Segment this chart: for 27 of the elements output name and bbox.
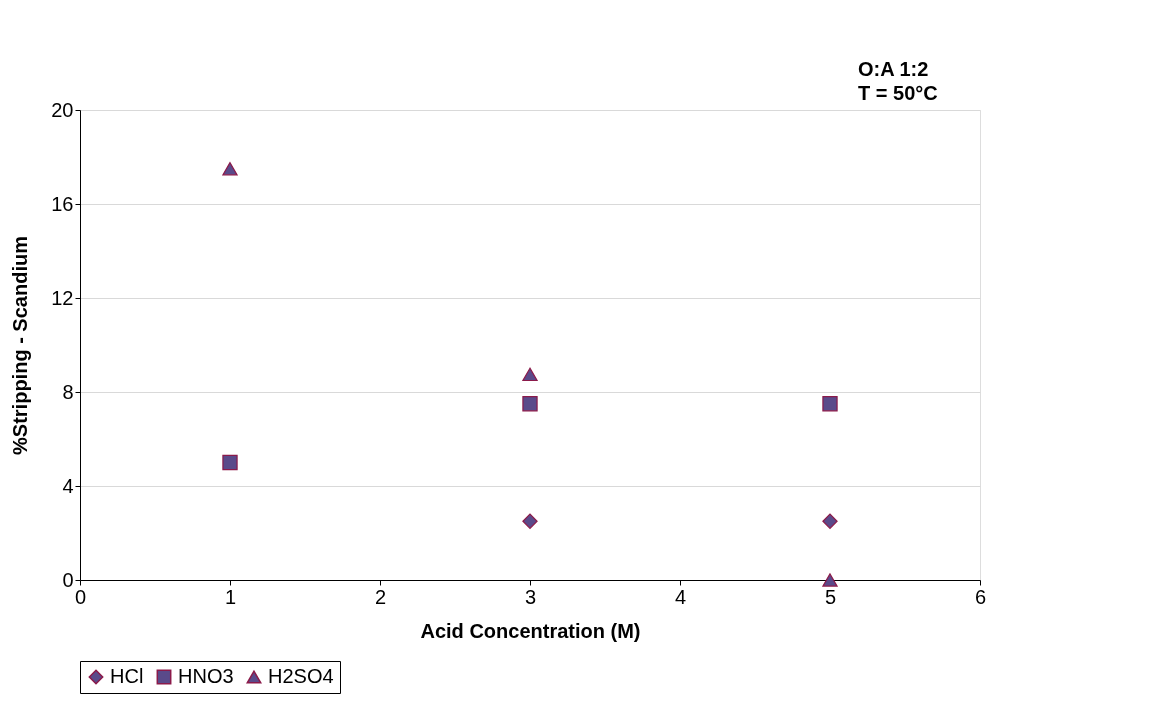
point xyxy=(522,367,538,382)
legend-label: H2SO4 xyxy=(268,665,334,687)
point xyxy=(222,162,238,176)
x-tick-label: 5 xyxy=(824,585,837,608)
point xyxy=(222,454,238,471)
legend-label: HCl xyxy=(110,665,144,687)
x-tick-label: 1 xyxy=(224,585,237,608)
y-tick-label: 8 xyxy=(62,380,74,403)
x-axis-title: Acid Concentration (M) xyxy=(420,619,641,642)
point xyxy=(522,513,538,529)
x-tick-label: 3 xyxy=(524,585,537,608)
point xyxy=(822,573,838,587)
point xyxy=(822,513,838,529)
text: O:A 1:2 xyxy=(858,58,929,80)
x-tick-label: 4 xyxy=(674,585,687,608)
text: T = 50°C xyxy=(858,82,938,104)
legend-label: HNO3 xyxy=(178,665,234,687)
point xyxy=(822,396,838,412)
x-tick-label: 6 xyxy=(974,585,987,608)
point xyxy=(522,396,538,412)
y-axis-title: %Stripping - Scandium xyxy=(9,236,32,455)
y-tick-label: 20 xyxy=(51,98,74,121)
y-tick-label: 16 xyxy=(51,192,74,215)
y-tick-label: 0 xyxy=(62,568,74,591)
x-tick-label: 2 xyxy=(374,585,387,608)
y-tick-label: 4 xyxy=(62,474,74,497)
y-tick-label: 12 xyxy=(51,286,74,309)
